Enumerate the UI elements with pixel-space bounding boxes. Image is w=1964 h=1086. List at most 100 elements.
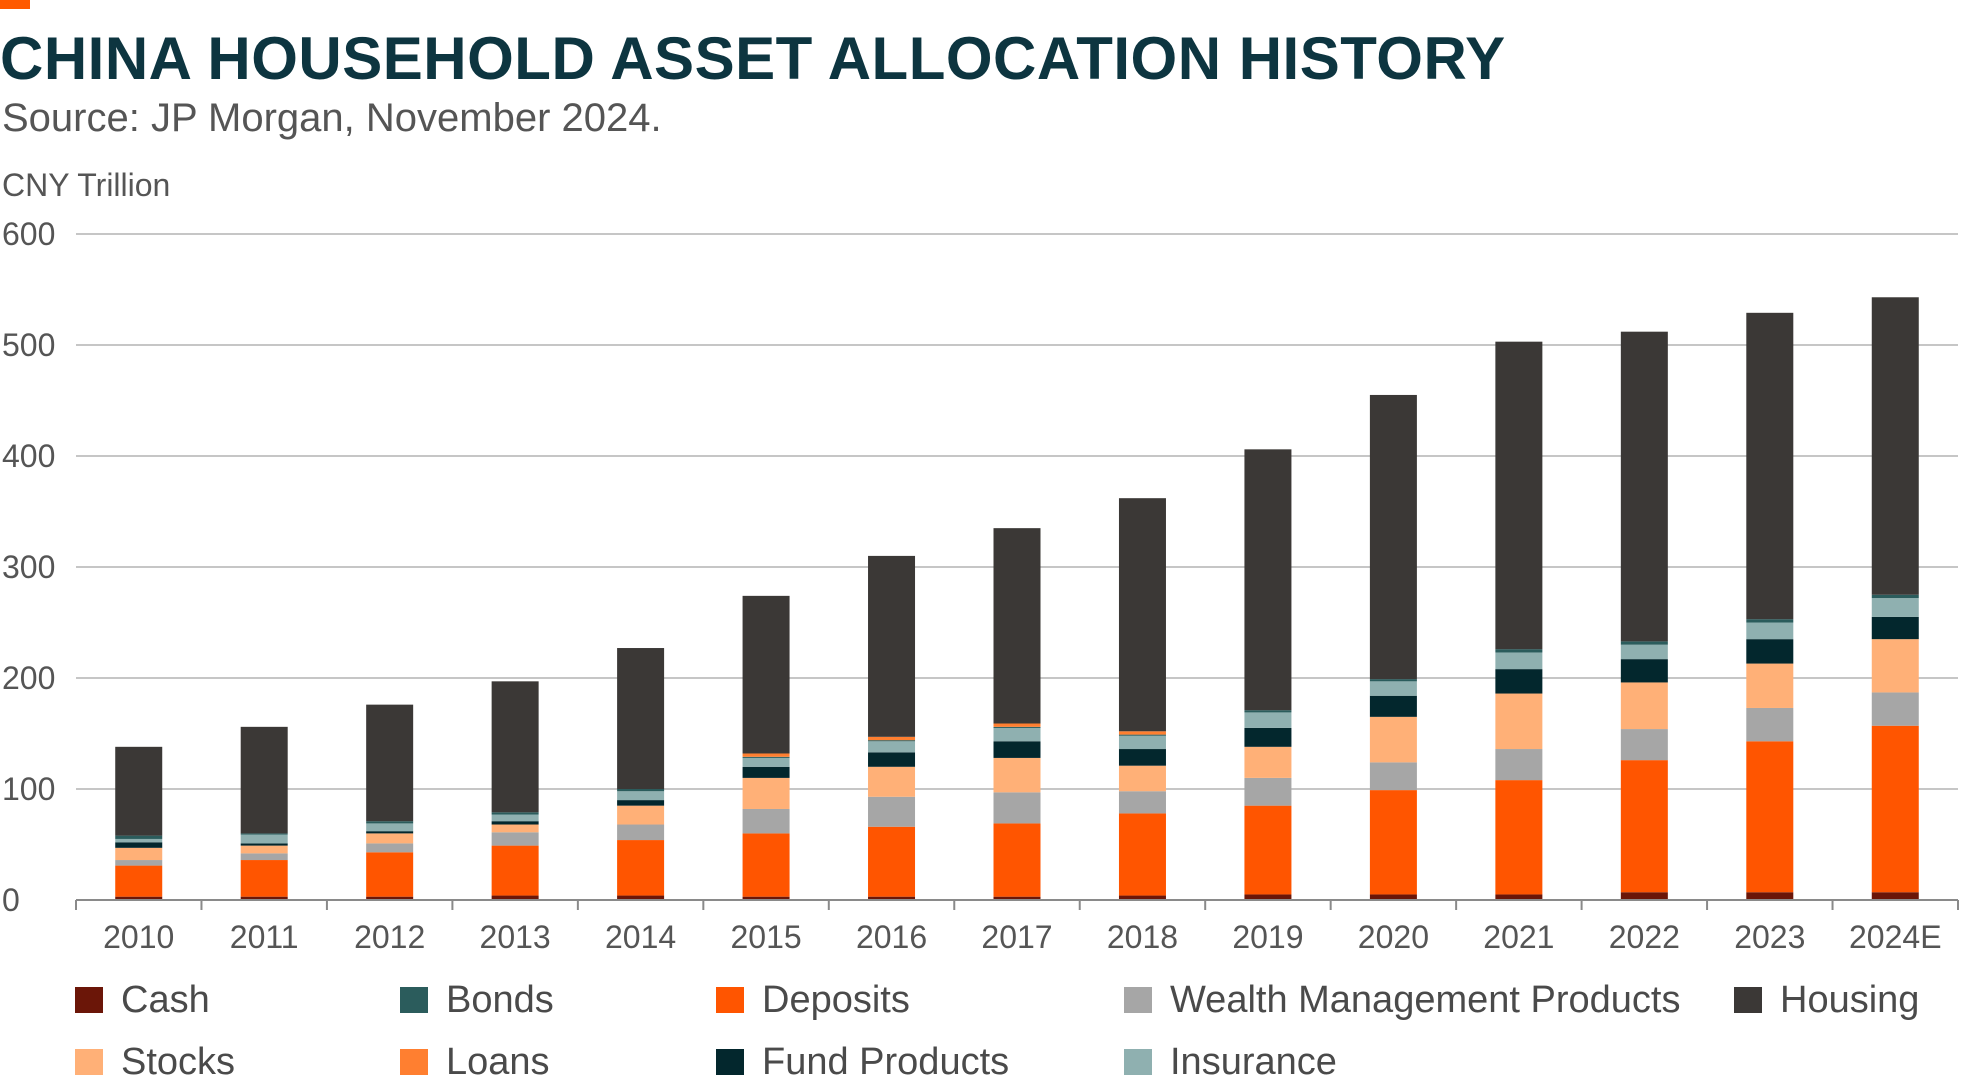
bar-segment-cash <box>742 896 790 900</box>
bar-segment-wealth-management-products <box>366 843 414 853</box>
bar-segment-housing <box>617 648 665 789</box>
legend-label: Deposits <box>762 978 910 1021</box>
legend-label: Loans <box>446 1040 550 1083</box>
bar-segment-wealth-management-products <box>1746 707 1794 742</box>
bar-segment-deposits <box>1369 790 1417 895</box>
bar-segment-cash <box>1871 892 1919 900</box>
bar-segment-housing <box>1871 297 1919 595</box>
bar-segment-cash <box>1620 892 1668 900</box>
title-accent-bar <box>0 0 30 9</box>
legend-label: Insurance <box>1170 1040 1337 1083</box>
bar-segment-fund-products <box>1369 695 1417 717</box>
bar-segment-housing <box>742 595 790 754</box>
legend-swatch <box>1734 987 1762 1013</box>
bar-segment-deposits <box>1495 780 1543 895</box>
bar-segment-stocks <box>1244 746 1292 778</box>
legend-label: Bonds <box>446 978 554 1021</box>
legend-swatch <box>1124 1049 1152 1075</box>
axes: CNY Trillion 0 100 200 300 400 500 600 2010 2011 2… <box>2 167 1959 955</box>
bar-segment-wealth-management-products <box>993 792 1041 824</box>
bar-segment-deposits <box>742 833 790 897</box>
bar-segment-insurance <box>1746 622 1794 640</box>
bar-segment-wealth-management-products <box>1118 791 1166 814</box>
bar-segment-wealth-management-products <box>868 796 916 827</box>
bar-segment-insurance <box>240 834 288 844</box>
legend-label: Cash <box>121 978 210 1021</box>
legend-item: Bonds <box>400 976 554 1024</box>
chart-title: CHINA HOUSEHOLD ASSET ALLOCATION HISTORY <box>0 25 1506 92</box>
bar-segment-loans <box>993 723 1041 727</box>
bar-segment-fund-products <box>1620 659 1668 683</box>
bar-segment-deposits <box>366 852 414 897</box>
bar-segment-insurance <box>868 741 916 753</box>
bar-segment-wealth-management-products <box>1244 777 1292 806</box>
x-tick-label: 2024E <box>1849 919 1942 955</box>
bar-segment-stocks <box>1871 639 1919 693</box>
bar-segment-wealth-management-products <box>491 832 539 846</box>
legend-item: Deposits <box>716 976 910 1024</box>
legend-item: Stocks <box>75 1038 235 1086</box>
legend-item: Fund Products <box>716 1038 1009 1086</box>
bar-segment-housing <box>868 555 916 737</box>
bar-segment-bonds <box>993 726 1041 728</box>
bar-segment-deposits <box>115 865 163 897</box>
bar-segment-fund-products <box>1495 669 1543 694</box>
bar-segment-deposits <box>868 826 916 897</box>
bar-segment-cash <box>868 896 916 900</box>
bar-segment-deposits <box>1746 741 1794 893</box>
bar-segment-bonds <box>1746 619 1794 623</box>
y-tick-label: 500 <box>2 327 55 363</box>
bar-segment-housing <box>993 528 1041 724</box>
bar-segment-insurance <box>366 823 414 832</box>
bar-segment-insurance <box>1620 644 1668 660</box>
bar-segment-insurance <box>491 814 539 822</box>
bar-segment-bonds <box>115 835 163 839</box>
bar-segment-housing <box>366 704 414 822</box>
bar-segment-bonds <box>868 740 916 742</box>
bar-segment-cash <box>993 896 1041 900</box>
bar-segment-housing <box>1118 498 1166 732</box>
bar-segment-wealth-management-products <box>115 860 163 866</box>
bar-segment-housing <box>1369 394 1417 680</box>
x-tick-label: 2021 <box>1483 919 1554 955</box>
bar-segment-stocks <box>993 757 1041 793</box>
legend-swatch <box>1124 987 1152 1013</box>
bar-segment-insurance <box>1369 681 1417 696</box>
bar-segment-loans <box>868 736 916 741</box>
bar-segment-stocks <box>115 847 163 861</box>
bar-segment-bonds <box>742 756 790 758</box>
bar-segment-cash <box>617 895 665 900</box>
bar-segment-cash <box>240 896 288 900</box>
bar-segment-loans <box>1118 731 1166 735</box>
bar-segment-cash <box>1746 892 1794 900</box>
bar-segment-cash <box>115 896 163 900</box>
legend-item: Insurance <box>1124 1038 1337 1086</box>
bar-segment-cash <box>491 895 539 900</box>
legend-item: Wealth Management Products <box>1124 976 1680 1024</box>
y-tick-label: 400 <box>2 438 55 474</box>
bar-segment-stocks <box>366 833 414 844</box>
bar-segment-wealth-management-products <box>742 808 790 834</box>
chart-source: Source: JP Morgan, November 2024. <box>2 96 662 140</box>
legend-swatch <box>716 987 744 1013</box>
y-tick-label: 600 <box>2 216 55 252</box>
bar-segment-fund-products <box>617 800 665 806</box>
bar-segment-bonds <box>1495 649 1543 653</box>
bar-segment-stocks <box>868 766 916 797</box>
bar-segment-wealth-management-products <box>1495 749 1543 781</box>
bar-segment-stocks <box>1495 693 1543 750</box>
x-tick-label: 2018 <box>1107 919 1178 955</box>
bar-segment-fund-products <box>1746 639 1794 664</box>
x-tick-label: 2016 <box>856 919 927 955</box>
bar-segment-stocks <box>1118 765 1166 792</box>
x-tick-label: 2022 <box>1609 919 1680 955</box>
bar-segment-insurance <box>742 757 790 767</box>
x-tick-label: 2010 <box>103 919 174 955</box>
bar-segment-stocks <box>617 805 665 825</box>
bar-segment-stocks <box>240 845 288 854</box>
bar-segment-stocks <box>1620 682 1668 730</box>
bar-segment-stocks <box>1369 716 1417 763</box>
y-tick-label: 300 <box>2 549 55 585</box>
bar-segment-wealth-management-products <box>1871 692 1919 726</box>
bar-segment-fund-products <box>1244 727 1292 747</box>
